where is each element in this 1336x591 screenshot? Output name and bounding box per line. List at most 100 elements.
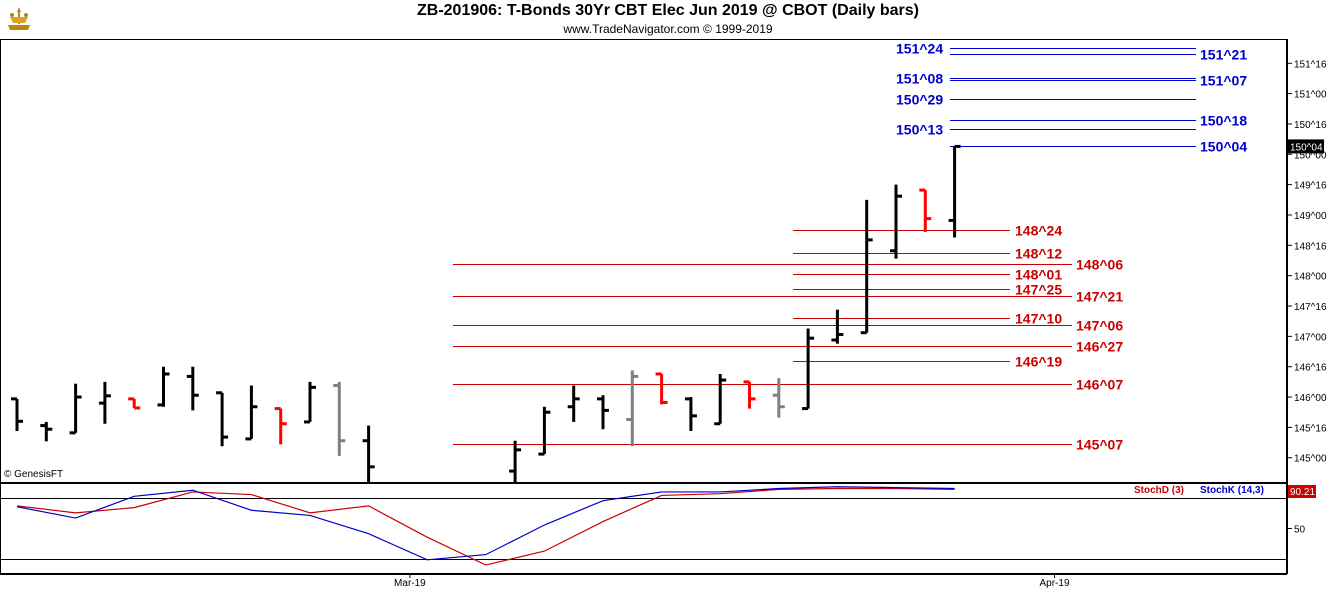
level-147-25: 147^25	[793, 282, 1062, 298]
price-tick-label: 149^00	[1294, 211, 1327, 222]
price-tick-label: 147^16	[1294, 302, 1327, 313]
stoch-line	[16, 487, 955, 566]
level-label: 150^18	[1200, 113, 1247, 129]
date-tick-label: Mar-19	[394, 578, 426, 589]
trade-navigator-logo-icon	[4, 3, 34, 33]
level-label: 148^01	[1015, 267, 1062, 283]
price-bar	[919, 188, 932, 232]
price-tick-label: 150^16	[1294, 120, 1327, 131]
level-151-08: 151^08	[896, 71, 1196, 87]
price-bar	[186, 366, 199, 411]
price-bar	[743, 380, 756, 409]
level-label: 146^19	[1015, 354, 1062, 370]
price-tick-label: 146^00	[1294, 393, 1327, 404]
level-150-04: 150^04	[950, 139, 1247, 155]
stoch-line	[16, 486, 955, 561]
level-150-18: 150^18	[950, 113, 1247, 129]
level-label: 147^25	[1015, 282, 1062, 298]
level-label: 146^07	[1076, 377, 1123, 393]
legend-stochd: StochD (3)	[1134, 485, 1184, 496]
level-label: 151^21	[1200, 47, 1247, 63]
price-tick-label: 145^16	[1294, 423, 1327, 434]
price-tick-label: 147^00	[1294, 332, 1327, 343]
price-bar	[11, 397, 23, 432]
level-147-06: 147^06	[453, 318, 1123, 334]
level-151-21: 151^21	[950, 47, 1247, 63]
price-bar	[567, 385, 580, 422]
price-bar	[98, 381, 111, 424]
price-bar	[684, 397, 697, 432]
price-bar	[362, 425, 375, 482]
price-tick-label: 145^00	[1294, 454, 1327, 465]
chart-header: ZB-201906: T-Bonds 30Yr CBT Elec Jun 201…	[0, 0, 1336, 38]
level-label: 147^06	[1076, 318, 1123, 334]
price-tick-label: 151^16	[1294, 59, 1327, 70]
price-tick-label: 151^00	[1294, 90, 1327, 101]
level-151-07: 151^07	[950, 73, 1247, 89]
price-bar	[333, 381, 346, 456]
price-pane	[0, 39, 1287, 483]
price-tick-label: 150^00	[1294, 150, 1327, 161]
last-price-box	[1288, 139, 1324, 154]
price-chart[interactable]: 151^24 151^21 151^08 151^07 150^29 150^18 150^…	[0, 38, 1336, 591]
price-bar	[831, 309, 844, 344]
level-145-07: 145^07	[453, 437, 1123, 453]
stoch-last-label: 90.21	[1290, 487, 1315, 498]
level-146-19: 146^19	[793, 354, 1062, 370]
stoch-tick-label: 50	[1294, 525, 1306, 536]
price-bar	[216, 391, 229, 447]
price-tick-label: 146^16	[1294, 363, 1327, 374]
level-148-06: 148^06	[453, 257, 1123, 273]
level-label: 147^21	[1076, 289, 1123, 305]
level-147-10: 147^10	[793, 311, 1062, 327]
price-bar	[538, 406, 551, 456]
level-label: 146^27	[1076, 339, 1123, 355]
price-bar	[890, 184, 902, 259]
level-146-27: 146^27	[453, 339, 1123, 355]
price-bar	[597, 395, 609, 430]
level-label: 148^24	[1015, 223, 1062, 239]
level-150-29: 150^29	[896, 92, 1196, 108]
price-bar	[157, 366, 170, 407]
price-bar	[626, 370, 639, 447]
level-148-12: 148^12	[793, 246, 1062, 262]
price-bar	[509, 440, 522, 482]
stoch-last-box	[1288, 485, 1316, 498]
price-bar	[860, 199, 873, 335]
last-price-label: 150^04	[1290, 142, 1323, 153]
price-tick-label: 149^16	[1294, 181, 1327, 192]
level-148-01: 148^01	[793, 267, 1062, 283]
price-bar	[948, 144, 961, 238]
price-tick-label: 148^16	[1294, 241, 1327, 252]
price-bar	[274, 407, 287, 445]
price-bar	[40, 421, 53, 442]
level-label: 150^04	[1200, 139, 1247, 155]
price-tick-label: 148^00	[1294, 272, 1327, 283]
level-label: 151^08	[896, 71, 943, 87]
price-bar	[802, 328, 815, 411]
level-label: 150^29	[896, 92, 943, 108]
level-label: 148^12	[1015, 246, 1062, 262]
level-label: 145^07	[1076, 437, 1123, 453]
price-bar	[128, 397, 141, 410]
price-bar	[245, 385, 258, 441]
price-bar	[772, 378, 785, 418]
indicator-pane	[0, 483, 1287, 574]
level-label: 147^10	[1015, 311, 1062, 327]
level-label: 151^24	[896, 41, 943, 57]
level-151-24: 151^24	[896, 41, 1196, 57]
level-148-24: 148^24	[793, 223, 1062, 239]
legend-stochk: StochK (14,3)	[1200, 485, 1264, 496]
level-label: 148^06	[1076, 257, 1123, 273]
copyright-label: © GenesisFT	[4, 469, 64, 480]
chart-subtitle: www.TradeNavigator.com © 1999-2019	[563, 22, 773, 36]
level-147-21: 147^21	[453, 289, 1123, 305]
chart-title: ZB-201906: T-Bonds 30Yr CBT Elec Jun 201…	[417, 2, 919, 19]
price-bar	[655, 372, 668, 405]
price-axis	[1287, 39, 1335, 574]
date-tick-label: Apr-19	[1039, 578, 1069, 589]
level-label: 150^13	[896, 122, 943, 138]
date-axis	[0, 574, 1336, 591]
level-label: 151^07	[1200, 73, 1247, 89]
level-150-13: 150^13	[896, 122, 1196, 138]
